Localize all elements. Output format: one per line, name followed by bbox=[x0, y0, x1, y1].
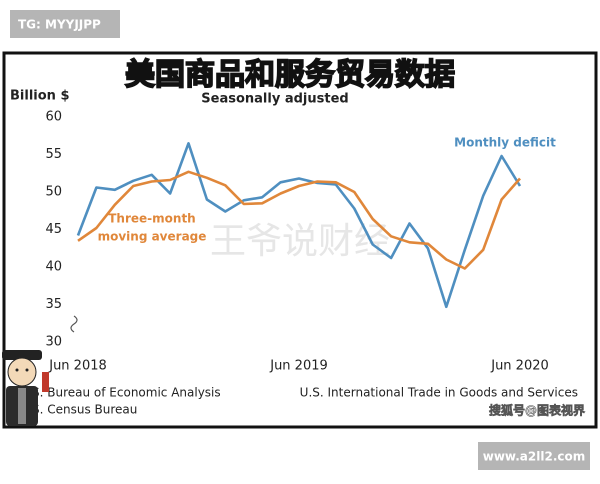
legend-label: moving average bbox=[98, 230, 207, 244]
x-tick-label: Jun 2019 bbox=[269, 359, 328, 374]
legend-label: Three-month bbox=[108, 212, 195, 226]
y-tick-label: 55 bbox=[45, 147, 62, 162]
overlay-label: TG: MYYJJPP bbox=[18, 18, 101, 32]
series-line bbox=[77, 170, 521, 270]
chart-frame bbox=[2, 51, 598, 429]
source: U.S. International Trade in Goods and Se… bbox=[300, 386, 578, 400]
y-tick-label: 30 bbox=[45, 335, 62, 350]
cartoon-figure bbox=[2, 350, 49, 426]
source: S. Census Bureau bbox=[32, 403, 137, 417]
source: S. Bureau of Economic Analysis bbox=[32, 386, 221, 400]
y-tick-label: 40 bbox=[45, 260, 62, 275]
chart-title: 美国商品和服务贸易数据 bbox=[125, 58, 455, 93]
watermark: 王爷说财经 bbox=[210, 221, 390, 262]
y-axis-label: Billion $ bbox=[10, 89, 70, 104]
y-tick-label: 45 bbox=[45, 222, 62, 237]
x-tick-label: Jun 2018 bbox=[48, 359, 107, 374]
y-tick-label: 35 bbox=[45, 297, 62, 312]
site-label: www.a2ll2.com bbox=[483, 450, 586, 464]
subtitle: Seasonally adjusted bbox=[201, 92, 348, 107]
legend-label: Monthly deficit bbox=[454, 136, 556, 150]
x-tick-label: Jun 2020 bbox=[490, 359, 549, 374]
plot: 30 35 40 45 50 55 60 Jun 2018 Jun 2019 Jun 2020 Mo… bbox=[45, 110, 556, 374]
overlay-box bbox=[10, 10, 120, 38]
watermark: 搜狐号@图表视界 bbox=[489, 403, 585, 418]
y-tick-label: 60 bbox=[45, 110, 62, 125]
y-tick-label: 50 bbox=[45, 185, 62, 200]
series-line bbox=[76, 142, 522, 309]
site-box bbox=[478, 442, 590, 470]
axis-break bbox=[70, 315, 78, 333]
